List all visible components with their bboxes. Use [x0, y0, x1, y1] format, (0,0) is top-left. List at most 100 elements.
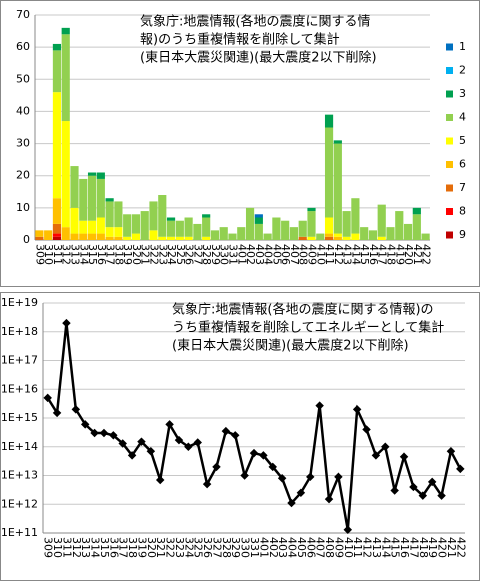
bar-segment: [386, 227, 395, 240]
data-point: [315, 401, 324, 410]
x-tick-label: 320: [145, 537, 158, 558]
bar-segment: [114, 236, 123, 240]
bar-segment: [237, 227, 246, 240]
bar-segment: [96, 172, 105, 179]
bar-segment: [61, 121, 70, 228]
x-tick-label: 413: [370, 537, 383, 558]
bar-segment: [70, 207, 79, 234]
x-tick-label: 409: [306, 244, 319, 265]
bar-segment: [360, 227, 369, 240]
legend-swatch: [446, 90, 453, 98]
bar-segment: [324, 217, 334, 234]
y-tick-label: 30: [16, 137, 30, 150]
chart-title: 報)のうち重複情報を削除して集計: [140, 32, 340, 48]
bar-segment: [403, 223, 413, 240]
x-tick-label: 314: [89, 537, 102, 558]
data-point: [231, 431, 240, 440]
bar-segment: [96, 233, 105, 240]
y-tick-label: 20: [16, 169, 30, 182]
chart-title: (東日本大震災関連)(最大震度2以下削除): [172, 338, 409, 354]
x-tick-label: 412: [361, 537, 374, 558]
x-tick-label: 323: [173, 537, 186, 558]
bar-segment: [228, 233, 237, 240]
x-tick-label: 417: [407, 537, 420, 558]
bar-segment: [298, 220, 307, 237]
legend-label: 8: [459, 205, 466, 218]
bar-segment: [333, 140, 342, 144]
data-point: [146, 446, 156, 456]
bar-segment: [140, 211, 149, 240]
bar-segment: [289, 227, 299, 240]
x-tick-label: 418: [417, 537, 430, 558]
y-tick-label: 1E+14: [1, 440, 38, 453]
data-point: [306, 472, 315, 482]
y-tick-label: 40: [16, 104, 30, 117]
bar-segment: [333, 143, 342, 234]
x-tick-label: 410: [314, 244, 327, 265]
x-tick-label: 329: [229, 537, 242, 558]
x-tick-label: 418: [385, 244, 398, 265]
data-point: [52, 408, 62, 418]
x-tick-label: 326: [183, 244, 196, 265]
data-point: [277, 474, 287, 483]
bar-segment: [52, 43, 62, 51]
bar-segment: [105, 198, 114, 202]
x-tick-label: 403: [276, 537, 289, 558]
x-tick-label: 329: [209, 244, 222, 265]
bar-segment: [87, 233, 97, 240]
data-point: [80, 420, 90, 429]
y-tick-label: 0: [23, 233, 30, 246]
bar-segment: [175, 236, 184, 240]
x-tick-label: 318: [112, 244, 125, 265]
data-point: [99, 428, 109, 438]
x-tick-label: 404: [262, 244, 275, 265]
x-tick-label: 411: [323, 244, 336, 265]
bar-segment: [342, 211, 351, 237]
chart-title: 気象庁:地震情報(各地の震度に関する情: [140, 14, 370, 30]
x-tick-label: 407: [288, 244, 301, 265]
bar-segment: [105, 236, 114, 240]
bar-segment: [245, 207, 255, 240]
x-tick-label: 320: [130, 244, 143, 265]
bar-segment: [307, 236, 316, 240]
x-tick-label: 405: [295, 537, 308, 558]
legend-label: 9: [459, 228, 466, 241]
x-tick-label: 414: [349, 244, 362, 265]
legend-label: 2: [459, 64, 466, 77]
x-tick-label: 412: [332, 244, 345, 265]
x-tick-label: 331: [227, 244, 240, 265]
legend-swatch: [446, 67, 453, 74]
x-tick-label: 422: [454, 537, 467, 558]
x-tick-label: 415: [358, 244, 371, 265]
data-point: [324, 494, 334, 504]
x-tick-label: 312: [70, 537, 83, 558]
data-point: [362, 425, 371, 434]
x-tick-label: 420: [436, 537, 449, 558]
bar-segment: [166, 236, 176, 240]
x-tick-label: 403: [253, 244, 266, 265]
x-tick-label: 313: [79, 537, 92, 558]
x-tick-label: 404: [286, 537, 299, 558]
x-tick-label: 327: [191, 244, 204, 265]
data-point: [456, 464, 465, 474]
bar-segment: [52, 223, 62, 234]
x-tick-label: 315: [98, 537, 111, 558]
data-point: [202, 479, 212, 489]
x-tick-label: 309: [42, 537, 55, 558]
bar-segment: [193, 223, 202, 240]
legend-label: 5: [459, 134, 466, 147]
data-point: [381, 442, 390, 451]
bar-segment: [351, 198, 360, 234]
bar-segment: [316, 233, 325, 240]
x-tick-label: 314: [77, 244, 90, 265]
chart-title: (東日本大震災関連)(最大震度2以下削除): [140, 50, 377, 66]
bar-segment: [61, 27, 70, 35]
bar-segment: [351, 233, 360, 240]
legend-label: 1: [459, 40, 466, 53]
bar-segment: [412, 214, 421, 240]
x-tick-label: 319: [121, 244, 134, 265]
bar-segment: [368, 230, 378, 240]
x-tick-label: 416: [398, 537, 411, 558]
bar-segment: [333, 233, 342, 237]
